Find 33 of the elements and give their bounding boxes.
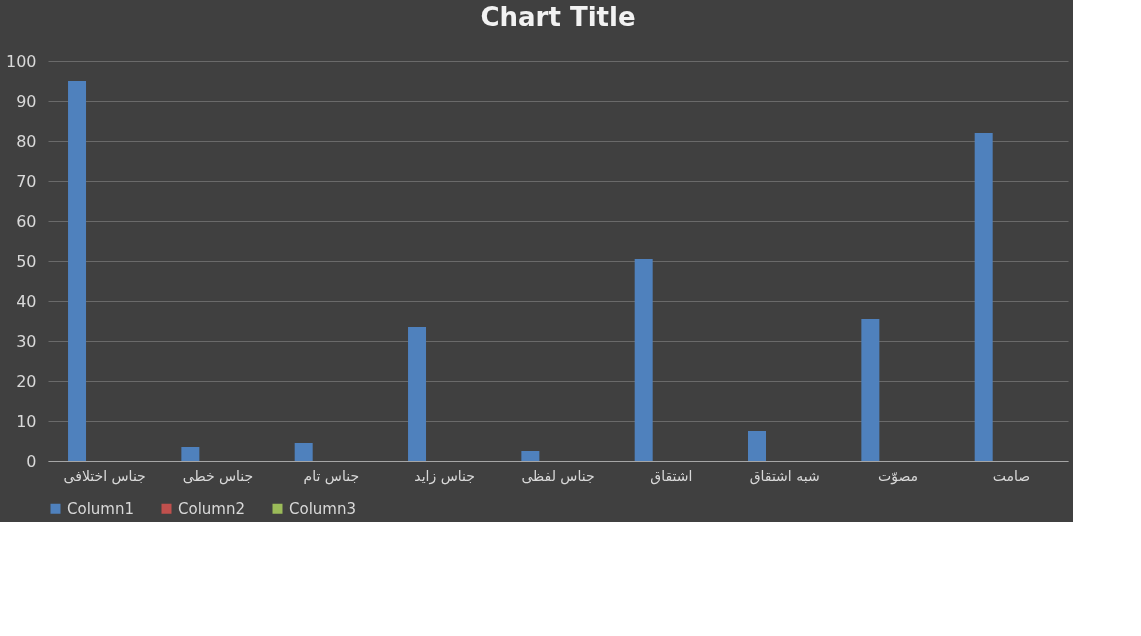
- legend-label: Column1: [67, 499, 134, 518]
- y-tick-label: 40: [16, 291, 37, 311]
- bar: [861, 319, 880, 461]
- chart-title: Chart Title: [480, 2, 636, 32]
- bar: [181, 447, 200, 461]
- y-tick-label: 70: [16, 171, 37, 191]
- x-tick-label: شبه اشتقاق: [749, 467, 820, 485]
- x-tick-label: مصوّت: [877, 467, 919, 485]
- y-tick-label: 10: [16, 411, 37, 431]
- y-tick-label: 30: [16, 331, 37, 351]
- x-tick-label: جناس خطی: [182, 467, 254, 485]
- bar: [974, 133, 993, 461]
- y-tick-label: 100: [5, 51, 37, 71]
- y-tick-label: 90: [16, 91, 37, 111]
- x-tick-label: جناس زاید: [414, 467, 475, 485]
- y-tick-label: 60: [16, 211, 37, 231]
- y-tick-label: 20: [16, 371, 37, 391]
- legend-label: Column2: [178, 499, 245, 518]
- bar: [634, 259, 653, 461]
- x-tick-label: جناس لفظی: [521, 467, 595, 485]
- x-tick-label: جناس اختلافی: [63, 467, 146, 485]
- x-tick-label: صامت: [992, 467, 1031, 484]
- y-tick-label: 80: [16, 131, 37, 151]
- x-tick-label: جناس تام: [303, 467, 360, 485]
- bar: [68, 81, 87, 461]
- x-tick-label: اشتقاق: [650, 467, 693, 485]
- bar: [521, 451, 540, 461]
- y-tick-label: 50: [16, 251, 37, 271]
- bar: [294, 443, 313, 461]
- y-tick-label: 0: [26, 451, 37, 471]
- bar: [408, 327, 427, 461]
- legend-label: Column3: [289, 499, 356, 518]
- bar: [748, 431, 767, 461]
